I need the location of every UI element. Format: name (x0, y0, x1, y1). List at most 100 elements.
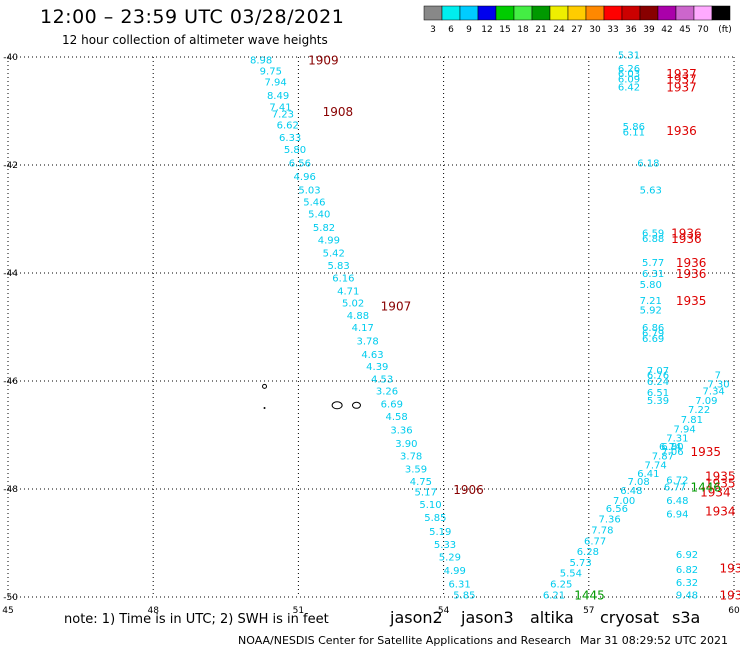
swh-value-label: 4.75 (410, 477, 432, 488)
swh-value-label: 5.92 (640, 306, 662, 317)
swh-value-label: 6.33 (279, 133, 301, 144)
x-tick-label: 51 (293, 606, 304, 616)
pass-time-label: 1936 (676, 267, 707, 281)
swh-value-label: 4.17 (352, 323, 374, 334)
swh-value-label: 9.75 (260, 67, 282, 78)
swh-value-label: 6.82 (676, 565, 698, 576)
x-tick-label: 45 (2, 606, 13, 616)
swh-value-label: 7.09 (695, 396, 717, 407)
pass-time-label: 1935 (690, 445, 721, 459)
swh-value-label: 5.83 (327, 261, 349, 272)
swh-value-label: 7.23 (272, 110, 294, 121)
colorbar-tick-label: 42 (661, 25, 672, 35)
swh-value-label: 7.08 (628, 477, 650, 488)
x-tick-label: 60 (728, 606, 740, 616)
swh-value-label: 6.69 (381, 400, 403, 411)
swh-value-label: 6.32 (676, 578, 698, 589)
colorbar-tick-label: 70 (697, 25, 709, 35)
swh-value-label: 4.88 (347, 311, 369, 322)
swh-value-label: 7.31 (666, 434, 688, 445)
x-tick-label: 54 (438, 606, 450, 616)
swh-value-label: 7.34 (703, 387, 725, 398)
swh-value-label: 5.82 (313, 223, 335, 234)
colorbar-tick-label: 45 (679, 25, 690, 35)
swh-value-label: 6.18 (637, 158, 659, 169)
swh-value-label: 5.46 (303, 198, 325, 209)
generated-timestamp: Mar 31 08:29:52 UTC 2021 (580, 634, 728, 647)
swh-value-label: 5.17 (415, 488, 437, 499)
y-tick-label: -42 (3, 161, 18, 171)
pass-time-label: 1908 (323, 105, 354, 119)
island-outline (263, 407, 266, 409)
swh-value-label: 6.03 (618, 69, 640, 80)
pass-time-label: 193 (719, 588, 740, 602)
swh-value-label: 6.77 (584, 536, 606, 547)
swh-value-label: 6.86 (642, 323, 664, 334)
swh-value-label: 6.25 (550, 580, 572, 591)
swh-value-label: 5.29 (439, 553, 461, 564)
colorbar-tick-label: 39 (643, 25, 655, 35)
island-outline (262, 383, 268, 389)
x-tick-label: 57 (583, 606, 594, 616)
swh-value-label: 4.63 (361, 350, 383, 361)
y-tick-label: -50 (3, 593, 18, 603)
colorbar-tick-label: 6 (448, 25, 454, 35)
swh-value-label: 5.77 (642, 258, 664, 269)
swh-value-label: 5.42 (323, 248, 345, 259)
pass-time-label: 1937 (666, 67, 697, 81)
swh-value-label: 6.31 (448, 580, 470, 591)
pass-time-label: 1935 (676, 294, 707, 308)
swh-value-label: 6.28 (577, 547, 599, 558)
swh-value-label: 6.56 (606, 504, 628, 515)
swh-value-label: 9.48 (676, 590, 698, 601)
color-scale-bar: 3 6 9 12 15 18 21 24 27 30 33 36 39 42 45 70 (ft) (423, 5, 732, 35)
pass-time-label: 1936 (671, 227, 702, 241)
swh-value-label: 3.90 (395, 439, 417, 450)
swh-value-label: 4.99 (318, 236, 340, 247)
colorbar-tick-label: 15 (499, 25, 510, 35)
swh-value-label: 7.00 (613, 496, 635, 507)
swh-value-label: 3.36 (390, 426, 412, 437)
pass-time-label: 1936 (676, 256, 707, 270)
colorbar-tick-label: 24 (553, 25, 565, 35)
swh-value-label: 6.56 (289, 158, 311, 169)
footer-note: note: 1) Time is in UTC; 2) SWH is in fe… (64, 612, 329, 627)
swh-value-label: 5.40 (308, 210, 330, 221)
swh-value-label: 7.94 (674, 425, 696, 436)
swh-value-label: 5.19 (429, 527, 451, 538)
swh-value-label: 7.36 (598, 515, 620, 526)
swh-value-label: 8.98 (250, 56, 272, 67)
swh-value-label: 7.87 (652, 452, 674, 463)
swh-value-label: 6.11 (623, 128, 645, 139)
y-tick-label: -46 (3, 377, 18, 387)
pass-time-label: 1935 (705, 470, 736, 484)
colorbar-tick-label: 36 (625, 25, 637, 35)
swh-value-label: 6.62 (277, 121, 299, 132)
colorbar-tick-label: 18 (517, 25, 529, 35)
swh-value-label: 7.41 (269, 103, 291, 114)
swh-value-label: 4.71 (337, 286, 359, 297)
swh-value-label: 8.49 (267, 91, 289, 102)
legend-cryosat: cryosat (600, 608, 660, 627)
pass-time-label: 1936 (666, 124, 697, 138)
pass-time-label: 1936 (671, 232, 702, 246)
swh-value-label: 7.06 (661, 447, 683, 458)
swh-value-label: 6.80 (661, 442, 683, 453)
swh-value-label: 6.26 (618, 64, 640, 75)
x-tick-label: 48 (147, 606, 159, 616)
swh-value-label: 6.77 (664, 482, 686, 493)
swh-value-label: 7.78 (591, 526, 613, 537)
swh-value-label: 6.59 (642, 229, 664, 240)
swh-value-label: 6.51 (647, 388, 669, 399)
swh-value-label: 7.30 (707, 380, 729, 391)
colorbar-tick-label: (ft) (718, 25, 732, 35)
pass-time-label: 1934 (700, 486, 731, 500)
colorbar-tick-label: 12 (481, 25, 492, 35)
swh-value-label: 5.33 (434, 540, 456, 551)
swh-value-label: 6.76 (647, 371, 669, 382)
swh-value-label: 5.54 (560, 569, 582, 580)
pass-time-label: 1934 (719, 561, 740, 575)
swh-value-label: 3.78 (356, 337, 378, 348)
swh-value-label: 6.74 (659, 442, 681, 453)
